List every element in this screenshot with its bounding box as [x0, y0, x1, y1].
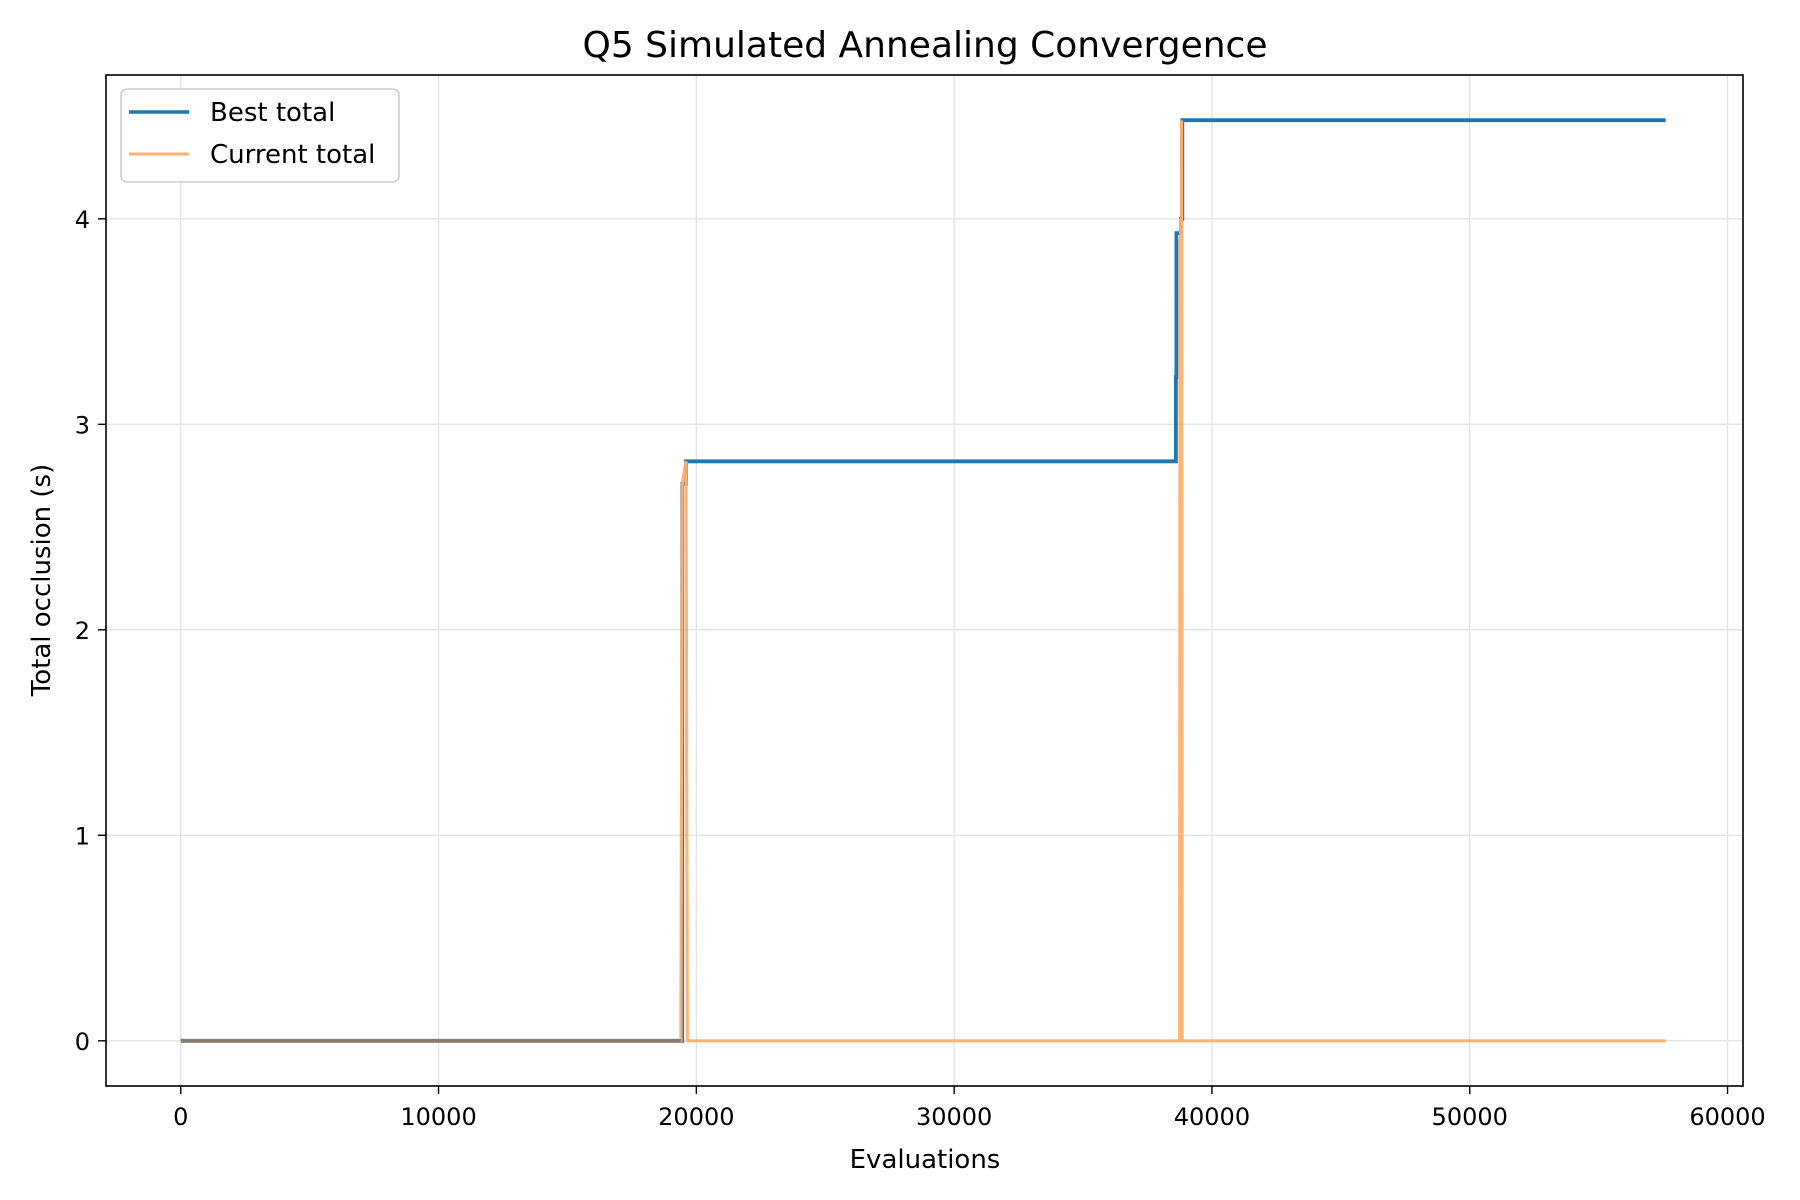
- legend-box: [120, 88, 400, 183]
- x-tick-label: 20000: [658, 1103, 734, 1131]
- x-tick-label: 50000: [1432, 1103, 1508, 1131]
- y-tick-label: 0: [75, 1028, 90, 1056]
- x-tick-label: 40000: [1174, 1103, 1250, 1131]
- series-line-best-total: [180, 118, 1666, 1043]
- legend-label-best: Best total: [210, 98, 335, 128]
- series-line-current-total: [180, 120, 1666, 1043]
- plot-frame: [105, 74, 1744, 1087]
- y-tick-label: 3: [75, 411, 90, 439]
- x-tick-label: 10000: [400, 1103, 476, 1131]
- legend-label-current: Current total: [210, 140, 375, 170]
- legend: Best total Current total: [120, 88, 400, 183]
- plot-series: [180, 118, 1666, 1043]
- x-axis-label: Evaluations: [850, 1145, 1001, 1175]
- y-tick-label: 2: [75, 617, 90, 645]
- x-tick-label: 60000: [1689, 1103, 1765, 1131]
- grid: [106, 75, 1743, 1086]
- y-axis-label: Total occlusion (s): [27, 464, 57, 697]
- x-axis-ticks: 0 10000 20000 30000 40000 50000 60000: [173, 1086, 1766, 1131]
- chart-title: Q5 Simulated Annealing Convergence: [583, 25, 1268, 66]
- x-tick-label: 30000: [916, 1103, 992, 1131]
- y-tick-label: 4: [75, 206, 90, 234]
- y-tick-label: 1: [75, 822, 90, 850]
- x-tick-label: 0: [173, 1103, 188, 1131]
- y-axis-ticks: 0 1 2 3 4: [75, 206, 106, 1056]
